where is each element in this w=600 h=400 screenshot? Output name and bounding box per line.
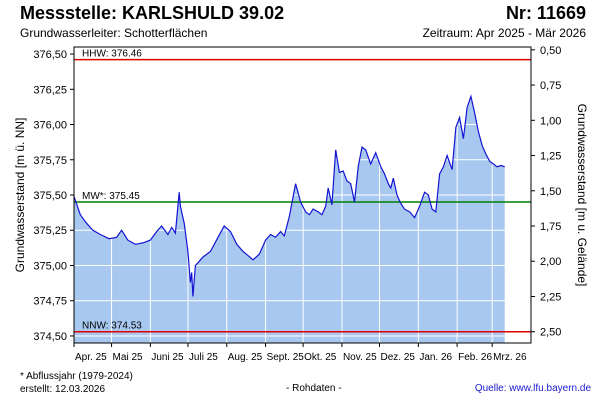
- y-axis-label: Grundwasserstand [m ü. NN]: [13, 118, 27, 273]
- y-right-tick-label: 0,75: [540, 80, 561, 92]
- y-tick-label: 376,00: [33, 120, 67, 132]
- x-tick-label: Juli 25: [189, 352, 218, 363]
- y-axis-label-right: Grundwasserstand [m u. Gelände]: [575, 104, 589, 287]
- y-right-tick-label: 1,75: [540, 221, 561, 233]
- x-tick-label: Dez. 25: [381, 352, 416, 363]
- page-title: Messstelle: KARLSHULD 39.02: [20, 3, 285, 23]
- x-tick-label: Sept. 25: [267, 352, 305, 363]
- y-right-tick-label: 2,00: [540, 256, 561, 268]
- aquifer-label: Grundwasserleiter: Schotterflächen: [20, 26, 208, 40]
- y-right-tick-label: 1,50: [540, 186, 561, 198]
- x-tick-label: Juni 25: [151, 352, 184, 363]
- rawdata-label: - Rohdaten -: [286, 383, 342, 394]
- y-tick-label: 375,50: [33, 190, 67, 202]
- y-right-tick-label: 1,25: [540, 151, 561, 163]
- period-label: Zeitraum: Apr 2025 - Mär 2026: [422, 26, 586, 40]
- y-tick-label: 376,25: [33, 84, 67, 96]
- x-tick-label: Apr. 25: [75, 352, 107, 363]
- y-right-tick-label: 1,00: [540, 115, 561, 127]
- footnote: * Abflussjahr (1979-2024): [20, 371, 133, 382]
- x-tick-label: Mrz. 26: [493, 352, 527, 363]
- x-tick-label: Nov. 25: [343, 352, 377, 363]
- x-tick-label: Feb. 26: [458, 352, 492, 363]
- water-level-line: [73, 94, 505, 297]
- water-level-area: [74, 96, 505, 343]
- reference-line-label: MW*: 375.45: [82, 191, 140, 202]
- y-right-tick-label: 0,50: [540, 45, 561, 57]
- y-tick-label: 376,50: [33, 49, 67, 61]
- reference-line-label: HHW: 376.46: [82, 49, 142, 60]
- y-right-tick-label: 2,25: [540, 291, 561, 303]
- reference-line-label: NNW: 374.53: [82, 321, 142, 332]
- source-link[interactable]: Quelle: www.lfu.bayern.de: [474, 383, 591, 394]
- x-tick-label: Aug. 25: [228, 352, 263, 363]
- y-tick-label: 374,50: [33, 331, 67, 343]
- y-tick-label: 375,75: [33, 155, 67, 167]
- station-number: Nr: 11669: [505, 3, 586, 23]
- y-tick-label: 375,00: [33, 260, 67, 272]
- created-date: erstellt: 12.03.2026: [20, 384, 106, 395]
- x-tick-label: Mai 25: [113, 352, 143, 363]
- y-tick-label: 375,25: [33, 225, 67, 237]
- y-right-tick-label: 2,50: [540, 327, 561, 339]
- x-tick-label: Jan. 26: [419, 352, 452, 363]
- y-tick-label: 374,75: [33, 296, 67, 308]
- x-tick-label: Okt. 25: [304, 352, 337, 363]
